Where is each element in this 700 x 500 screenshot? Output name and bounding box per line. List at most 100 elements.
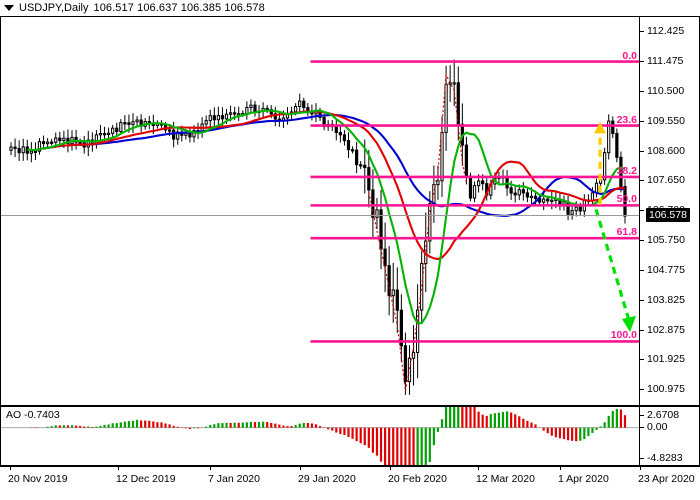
candle-body xyxy=(359,164,363,167)
candle-body xyxy=(472,185,477,199)
candle-body xyxy=(123,122,127,125)
candle-body xyxy=(273,113,277,120)
candle-body xyxy=(13,146,17,150)
candle-body xyxy=(387,265,391,297)
candle-body xyxy=(176,131,180,140)
price-chart-svg xyxy=(9,59,639,395)
candle-body xyxy=(233,112,237,115)
candle-body xyxy=(391,289,395,297)
candle-body xyxy=(578,206,582,212)
candle-body xyxy=(115,127,119,133)
candle-body xyxy=(517,189,521,196)
down-arrow-head xyxy=(622,315,637,333)
candle-body xyxy=(346,140,351,151)
candle-body xyxy=(444,83,448,133)
date-label: 29 Jan 2020 xyxy=(298,473,356,485)
candle-body xyxy=(245,106,249,115)
candle-body xyxy=(298,100,302,107)
date-label: 20 Nov 2019 xyxy=(8,473,68,485)
ao-histogram-svg xyxy=(1,407,639,465)
price-axis[interactable]: 112.425 111.475 110.500 109.550 108.600 107.6… xyxy=(639,17,699,405)
price-tick-label: 111.475 xyxy=(647,54,684,67)
ma-slow-line xyxy=(43,113,626,217)
candle-body xyxy=(383,248,387,267)
candle-body xyxy=(21,146,25,154)
ao-plot-area[interactable] xyxy=(1,407,639,465)
ao-tick-label: 0.00 xyxy=(647,420,668,433)
candle-body xyxy=(420,263,424,311)
candle-body xyxy=(62,137,66,142)
date-axis-line xyxy=(0,466,700,467)
date-tick xyxy=(478,466,479,470)
candle-body xyxy=(440,131,444,182)
price-plot-area[interactable]: 0.0 23.6 38.2 50.0 61.8 100.0 xyxy=(1,17,639,405)
candle-body xyxy=(102,132,107,136)
tick-mark xyxy=(640,426,644,428)
candle-body xyxy=(265,107,269,111)
down-arrow-shaft xyxy=(594,208,631,321)
candle-body xyxy=(224,113,229,120)
price-tick-label: 100.975 xyxy=(647,383,685,396)
tick-mark xyxy=(640,60,644,62)
candle-body xyxy=(456,82,460,125)
candle-body xyxy=(135,119,139,123)
ao-axis[interactable]: 2.6708 0.00 -4.8283 xyxy=(639,407,699,465)
tick-mark xyxy=(640,389,644,391)
candle-body xyxy=(29,150,33,154)
candle-body xyxy=(371,189,375,218)
candle-body xyxy=(204,120,208,125)
date-label: 20 Feb 2020 xyxy=(388,473,447,485)
candle-body xyxy=(395,289,399,311)
tick-mark xyxy=(640,150,644,152)
tick-mark xyxy=(640,329,644,331)
candle-body xyxy=(54,137,58,143)
date-tick xyxy=(210,466,211,470)
current-price-tag: 106.578 xyxy=(646,207,690,222)
candle-body xyxy=(468,175,473,199)
price-tick-label: 110.500 xyxy=(647,85,685,98)
triangle-down-icon[interactable] xyxy=(4,5,14,11)
date-tick xyxy=(390,466,391,470)
fib-level-label: 38.2 xyxy=(616,164,637,177)
candle-body xyxy=(355,149,359,166)
fib-level-label: 50.0 xyxy=(616,193,637,206)
tick-mark xyxy=(640,359,644,361)
date-label: 23 Apr 2020 xyxy=(638,473,695,485)
price-tick-label: 112.425 xyxy=(647,24,685,37)
tick-mark xyxy=(640,270,644,272)
candle-body xyxy=(521,189,525,194)
candle-body xyxy=(574,206,578,212)
candle-body xyxy=(619,156,623,188)
candle-body xyxy=(338,131,342,136)
tick-mark xyxy=(640,210,644,211)
price-tick-label: 101.925 xyxy=(647,353,685,366)
date-axis[interactable]: 20 Nov 2019 12 Dec 2019 7 Jan 2020 29 Jan 2… xyxy=(0,466,700,500)
ao-indicator-pane[interactable]: AO -0.7403 2.6708 0.00 -4.8283 xyxy=(0,406,700,466)
candle-body xyxy=(464,144,469,177)
candle-body xyxy=(98,132,103,136)
candle-body xyxy=(127,122,131,125)
price-tick-label: 104.775 xyxy=(647,264,685,277)
candle-body xyxy=(509,187,513,194)
ao-tick-label: 2.6708 xyxy=(647,409,680,421)
fib-level-label: 100.0 xyxy=(610,329,637,342)
tick-mark xyxy=(640,91,644,93)
price-tick-label: 103.825 xyxy=(647,293,685,306)
candle-body xyxy=(58,137,62,142)
candle-body xyxy=(45,141,50,145)
tick-mark xyxy=(640,299,644,301)
candle-body xyxy=(476,180,481,187)
candle-body xyxy=(228,112,233,115)
candle-body xyxy=(220,115,225,120)
candle-body xyxy=(623,186,627,217)
price-tick-label: 109.550 xyxy=(647,114,685,127)
current-price-line xyxy=(1,214,639,216)
fib-level-label: 0.0 xyxy=(622,49,637,62)
price-pane[interactable]: 0.0 23.6 38.2 50.0 61.8 100.0 112.425 111.475 1… xyxy=(0,16,700,406)
candle-body xyxy=(208,115,212,122)
tick-mark xyxy=(640,120,644,122)
date-label: 12 Mar 2020 xyxy=(476,473,535,485)
chart-header: USDJPY,Daily 106.517 106.637 106.385 106… xyxy=(0,0,700,16)
date-tick xyxy=(118,466,119,470)
price-tick-label: 102.875 xyxy=(647,323,685,336)
